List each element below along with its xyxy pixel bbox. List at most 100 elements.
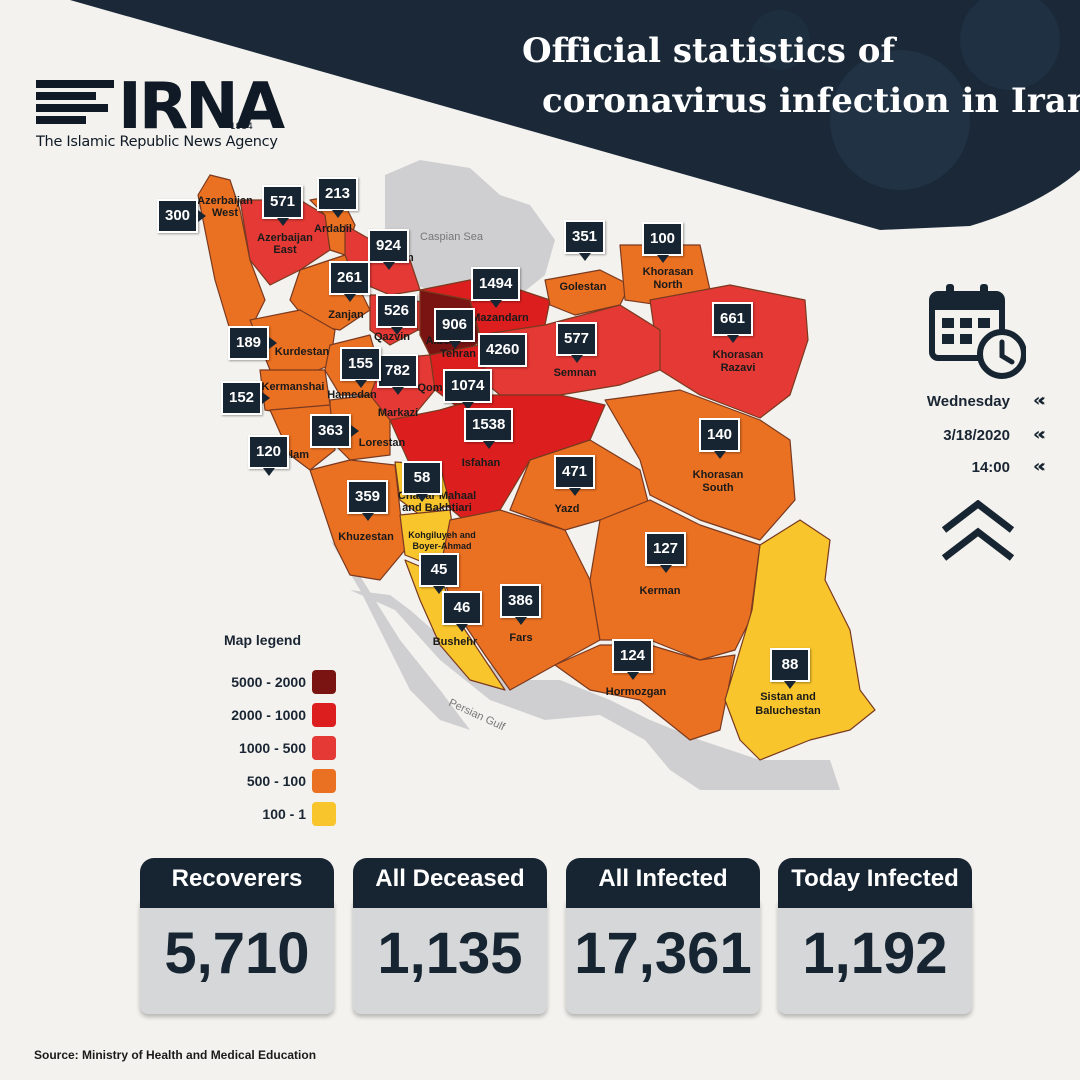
stat-label: Today Infected — [778, 858, 972, 908]
pin-khuzestan: 359 — [347, 480, 389, 521]
province-khuzestan — [309, 459, 406, 581]
legend-swatch — [312, 736, 336, 760]
caspian-sea — [385, 160, 555, 300]
label-azerbaijan-west: Azerbaijan West — [197, 195, 253, 219]
legend-item-label: 100 - 1 — [262, 806, 306, 822]
pin-azerbaijan-east: 571 — [262, 185, 304, 226]
pin-zanjan: 261 — [329, 261, 371, 302]
legend-item: 500 - 100 — [210, 769, 336, 795]
stat-label: Recoverers — [140, 858, 334, 908]
header-banner — [70, 0, 1080, 230]
stat-card-all-infected: 17,361 All Infected — [566, 858, 760, 1014]
source-note: Source: Ministry of Health and Medical E… — [34, 1048, 317, 1062]
pin-isfahan: 1538 — [464, 408, 514, 449]
province-bushehr — [404, 559, 506, 691]
legend-item: 2000 - 1000 — [210, 703, 336, 729]
legend-swatch — [312, 769, 336, 793]
stat-value: 5,710 — [140, 896, 334, 1014]
pin-kermanshah: 152 — [221, 381, 271, 415]
iraq-land — [330, 540, 470, 730]
legend-title: Map legend — [224, 632, 302, 648]
pin-qazvin: 526 — [376, 294, 418, 335]
pin-alborz: 906 — [434, 308, 476, 349]
pin-qom: 1074 — [443, 369, 493, 410]
pin-chahar-mahaal: 58 — [402, 461, 442, 502]
legend-item-label: 2000 - 1000 — [231, 707, 306, 723]
label-ardabil: Ardabil — [314, 223, 352, 235]
pin-kurdestan: 189 — [228, 326, 278, 360]
province-khorasan-razavi — [649, 284, 809, 419]
pin-lorestan: 363 — [310, 414, 360, 448]
pin-tehran: 4260 — [478, 333, 528, 367]
province-sistan — [724, 519, 876, 761]
pin-gilan: 924 — [368, 229, 410, 270]
label-kermanshah: Kermanshai — [262, 381, 325, 393]
date-panel: Wednesday «‹ 3/18/2020 «‹ 14:00 «‹ — [920, 280, 1050, 580]
pin-kohgiluyeh: 45 — [419, 553, 459, 594]
chevrons-left-icon: «‹ — [1032, 456, 1046, 477]
province-azerbaijan-east — [239, 199, 331, 286]
label-isfahan: Isfahan — [462, 457, 501, 469]
legend-swatch — [312, 670, 336, 694]
legend-item-label: 500 - 100 — [246, 773, 306, 789]
legend-item-label: 5000 - 2000 — [231, 674, 306, 690]
label-markazi: Markazi — [378, 407, 418, 419]
double-chevron-up-icon — [941, 500, 1015, 561]
pin-markazi: 782 — [377, 354, 419, 395]
label-zanjan: Zanjan — [328, 309, 364, 321]
label-golestan: Golestan — [559, 281, 606, 293]
label-qom: Qom — [417, 382, 442, 394]
label-khorasan-razavi: Khorasan Razavi — [713, 349, 764, 374]
legend-item-label: 1000 - 500 — [239, 740, 306, 756]
title-line-1: Official statistics of — [522, 31, 896, 71]
logo-year: 1934 — [230, 122, 253, 132]
stat-card-deceased: 1,135 All Deceased — [353, 858, 547, 1014]
province-kerman — [589, 499, 761, 661]
legend-item: 1000 - 500 — [210, 736, 336, 762]
label-kohgiluyeh: Kohgiluyeh and Boyer-Ahmad — [408, 530, 476, 551]
label-semnan: Semnan — [554, 367, 597, 379]
stat-value: 1,135 — [353, 896, 547, 1014]
pin-ilam: 120 — [248, 435, 290, 476]
calendar-clock-icon — [929, 284, 1026, 379]
logo-word: IRNA — [118, 70, 285, 144]
label-ilam: Ilam — [287, 449, 309, 461]
label-kurdestan: Kurdestan — [275, 346, 330, 358]
pin-yazd: 471 — [554, 455, 596, 496]
label-azerbaijan-east: Azerbaijan East — [257, 232, 313, 256]
chevrons-left-icon: «‹ — [1032, 424, 1046, 445]
pin-bushehr: 46 — [442, 591, 482, 632]
label-fars: Fars — [509, 632, 532, 644]
pin-golestan: 351 — [564, 220, 606, 261]
pin-semnan: 577 — [556, 322, 598, 363]
label-bushehr: Bushehr — [433, 636, 478, 648]
pin-hormozgan: 124 — [612, 639, 654, 680]
label-mazandaran: Mazandarn — [471, 312, 529, 324]
title-line-2: coronavirus infection in Iran — [542, 81, 1080, 121]
pin-khorasan-razavi: 661 — [712, 302, 754, 343]
pin-ardabil: 213 — [317, 177, 359, 218]
label-tehran: Tehran — [440, 348, 476, 360]
date-weekday: Wednesday — [926, 393, 1010, 410]
pin-fars: 386 — [500, 584, 542, 625]
stat-label: All Deceased — [353, 858, 547, 908]
pin-khorasan-south: 140 — [699, 418, 741, 459]
logo-bars-icon — [36, 80, 114, 130]
stat-card-today-infected: 1,192 Today Infected — [778, 858, 972, 1014]
label-yazd: Yazd — [554, 503, 579, 515]
pin-khorasan-north: 100 — [642, 222, 684, 263]
chevrons-left-icon: «‹ — [1032, 390, 1046, 411]
label-hamedan: Hamedan — [327, 389, 377, 401]
stat-label: All Infected — [566, 858, 760, 908]
stat-value: 1,192 — [778, 896, 972, 1014]
pin-sistan: 88 — [770, 648, 810, 689]
date-value: 3/18/2020 — [943, 427, 1010, 444]
legend-item: 100 - 1 — [210, 802, 336, 828]
legend-swatch — [312, 703, 336, 727]
legend-swatch — [312, 802, 336, 826]
stat-value: 17,361 — [566, 896, 760, 1014]
label-khorasan-south: Khorasan South — [693, 469, 744, 494]
label-khorasan-north: Khorasan North — [643, 266, 694, 291]
pin-azerbaijan-west: 300 — [157, 199, 207, 233]
